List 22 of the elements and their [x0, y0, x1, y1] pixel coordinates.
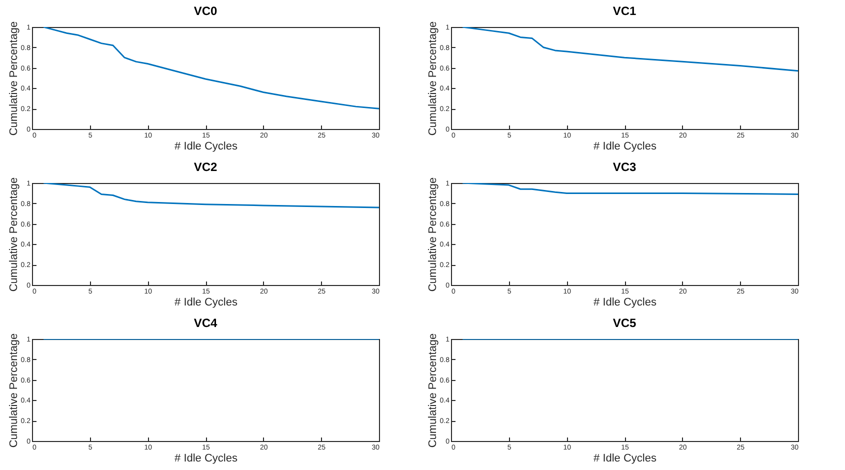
line-series [42, 183, 379, 208]
x-axis-title: # Idle Cycles [594, 140, 657, 152]
x-axis-title: # Idle Cycles [174, 140, 238, 152]
line-series [462, 27, 798, 72]
chart-title: VC1 [612, 4, 636, 18]
chart-title: VC4 [194, 316, 218, 330]
chart-title: VC5 [612, 316, 636, 330]
y-axis-title: Cumulative Percentage [426, 333, 439, 448]
x-axis-title: # Idle Cycles [594, 296, 657, 308]
y-axis-title: Cumulative Percentage [8, 333, 20, 448]
chart-title: VC3 [612, 160, 636, 174]
y-axis-title: Cumulative Percentage [426, 21, 439, 136]
y-axis-title: Cumulative Percentage [8, 21, 20, 136]
x-axis-title: # Idle Cycles [174, 452, 238, 464]
y-axis-title: Cumulative Percentage [8, 177, 20, 292]
chart-title: VC0 [194, 4, 218, 18]
x-axis-title: # Idle Cycles [174, 296, 238, 308]
line-series [462, 183, 798, 195]
y-axis-title: Cumulative Percentage [426, 177, 439, 292]
line-series [42, 27, 379, 110]
chart-title: VC2 [194, 160, 218, 174]
x-axis-title: # Idle Cycles [594, 452, 657, 464]
